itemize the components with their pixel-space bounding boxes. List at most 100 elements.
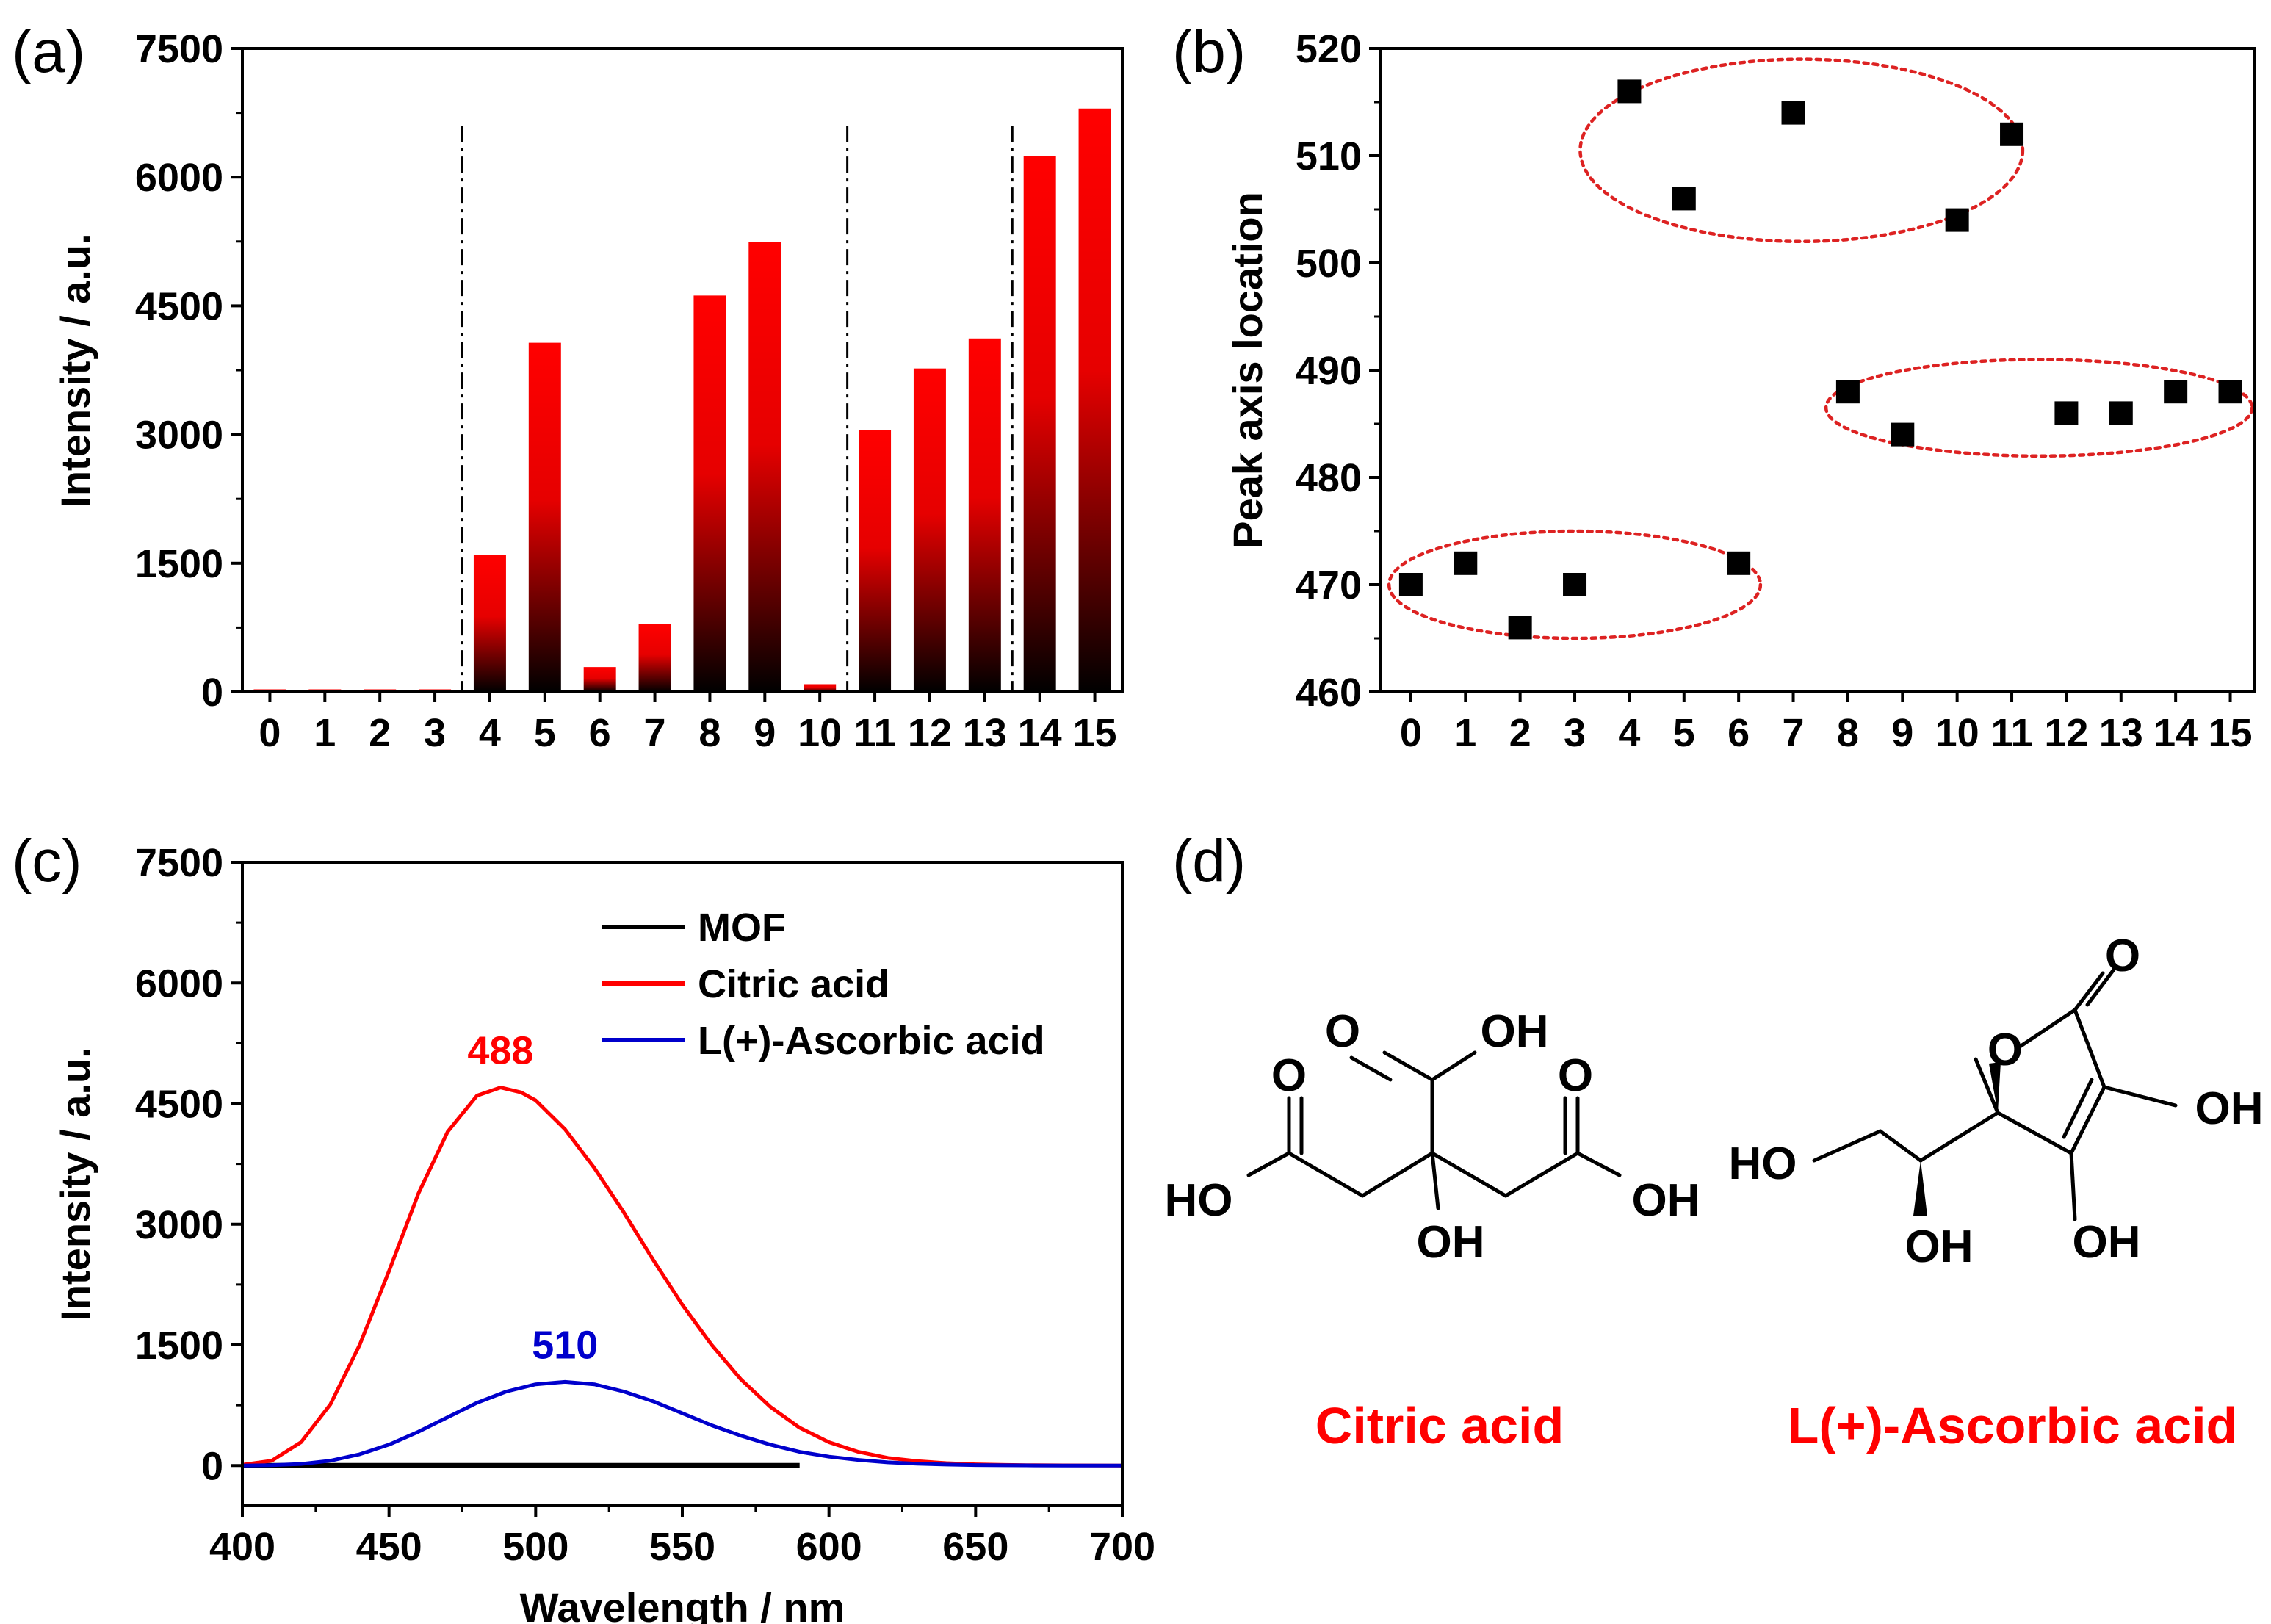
x-tick-label: 2 xyxy=(1509,711,1531,755)
y-tick-label: 7500 xyxy=(135,27,223,71)
y-tick-label: 520 xyxy=(1296,27,1362,71)
x-tick-label: 9 xyxy=(1891,711,1913,755)
bar xyxy=(913,368,946,692)
x-tick-label: 14 xyxy=(2153,711,2198,755)
x-tick-label: 500 xyxy=(502,1525,568,1569)
citric-atom-o-top: O xyxy=(1325,1006,1360,1057)
data-point xyxy=(2164,380,2188,404)
y-tick-label: 6000 xyxy=(135,961,223,1006)
x-tick-label: 7 xyxy=(1783,711,1805,755)
legend-label: L(+)-Ascorbic acid xyxy=(698,1019,1045,1063)
bar xyxy=(583,667,616,692)
x-tick-label: 15 xyxy=(2208,711,2252,755)
y-axis-label: Intensity / a.u. xyxy=(52,233,98,507)
ascorbic-atom-oh-right: OH xyxy=(2195,1083,2264,1134)
panel-label-b: (b) xyxy=(1172,18,1246,85)
series-line xyxy=(242,1379,1122,1468)
y-tick-label: 4500 xyxy=(135,1083,223,1127)
data-point xyxy=(1672,187,1696,211)
x-tick-label: 3 xyxy=(1564,711,1586,755)
y-tick-label: 470 xyxy=(1296,563,1362,607)
data-point xyxy=(1454,551,1478,575)
y-tick-label: 7500 xyxy=(135,841,223,885)
y-tick-label: 480 xyxy=(1296,456,1362,500)
y-axis-label: Peak axis location xyxy=(1224,192,1271,549)
bar xyxy=(528,342,561,692)
x-tick-label: 8 xyxy=(698,711,721,755)
caption-citric-acid: Citric acid xyxy=(1315,1397,1564,1454)
data-point xyxy=(2218,380,2242,404)
data-point xyxy=(2109,401,2133,425)
x-tick-label: 450 xyxy=(356,1525,422,1569)
data-point xyxy=(1617,79,1642,104)
bar xyxy=(804,684,837,692)
data-point xyxy=(1398,573,1423,596)
y-tick-label: 460 xyxy=(1296,671,1362,715)
x-tick-label: 700 xyxy=(1089,1525,1155,1569)
citric-atom-o-left: O xyxy=(1271,1050,1307,1101)
data-point xyxy=(1781,101,1805,125)
plot-frame xyxy=(241,861,1124,1507)
x-tick-label: 11 xyxy=(1990,711,2032,755)
x-tick-label: 3 xyxy=(424,711,446,755)
data-point xyxy=(1508,616,1532,640)
x-tick-label: 10 xyxy=(1935,711,1979,755)
bar xyxy=(748,242,781,692)
ascorbic-atom-ho-left: HO xyxy=(1729,1138,1797,1189)
plot-frame xyxy=(1379,47,2256,693)
ascorbic-atom-oh-bottom-right: OH xyxy=(2073,1217,2141,1268)
y-tick-label: 1500 xyxy=(135,542,223,586)
caption-ascorbic-acid: L(+)-Ascorbic acid xyxy=(1788,1397,2238,1454)
citric-atom-o-right: O xyxy=(1558,1050,1593,1101)
x-tick-label: 600 xyxy=(796,1525,862,1569)
bar xyxy=(693,295,726,692)
cluster-ellipse xyxy=(1387,529,1763,640)
x-tick-label: 2 xyxy=(369,711,391,755)
x-tick-label: 14 xyxy=(1018,711,1062,755)
citric-acid-structure xyxy=(1246,1050,1622,1210)
x-tick-label: 6 xyxy=(1727,711,1750,755)
ascorbic-acid-structure xyxy=(1812,967,2178,1221)
ascorbic-wedge-bottom xyxy=(1913,1161,1927,1216)
x-tick-label: 13 xyxy=(2099,711,2143,755)
y-tick-label: 500 xyxy=(1296,242,1362,286)
x-tick-label: 5 xyxy=(534,711,556,755)
citric-atom-oh-center: OH xyxy=(1417,1217,1485,1268)
x-axis-label: Wavelength / nm xyxy=(520,1584,845,1624)
line-chart-c: 488 510 0 1500 3000 4500 6000 7500 400 450 500 550 6… xyxy=(52,841,1155,1624)
y-axis-label: Intensity / a.u. xyxy=(52,1047,98,1321)
bar xyxy=(1023,156,1056,692)
panel-label-d: (d) xyxy=(1172,828,1246,895)
data-point xyxy=(1563,573,1587,596)
x-tick-label: 4 xyxy=(1618,711,1640,755)
citric-atom-oh-right: OH xyxy=(1632,1175,1700,1226)
x-tick-label: 9 xyxy=(754,711,776,755)
x-tick-label: 10 xyxy=(798,711,842,755)
y-tick-label: 0 xyxy=(201,1444,223,1488)
x-tick-label: 4 xyxy=(479,711,501,755)
y-tick-label: 0 xyxy=(201,671,223,715)
x-tick-label: 400 xyxy=(209,1525,275,1569)
ascorbic-atom-o-ring: O xyxy=(1987,1025,2023,1075)
data-point xyxy=(1945,208,1969,232)
bar xyxy=(1078,108,1111,692)
bar xyxy=(473,555,506,692)
panel-label-a: (a) xyxy=(12,18,85,85)
y-tick-label: 4500 xyxy=(135,284,223,328)
peak-label: 510 xyxy=(532,1323,598,1367)
x-tick-label: 12 xyxy=(908,711,952,755)
y-tick-label: 3000 xyxy=(135,1203,223,1247)
y-tick-label: 510 xyxy=(1296,134,1362,178)
x-tick-label: 8 xyxy=(1837,711,1859,755)
y-tick-label: 1500 xyxy=(135,1324,223,1368)
x-tick-label: 7 xyxy=(644,711,666,755)
bar xyxy=(968,338,1001,692)
bar xyxy=(859,430,892,692)
ascorbic-wedge-top xyxy=(1989,1062,2001,1113)
cluster-ellipse xyxy=(1578,57,2025,244)
citric-atom-oh-top: OH xyxy=(1481,1006,1549,1057)
x-tick-label: 1 xyxy=(314,711,336,755)
x-tick-label: 12 xyxy=(2044,711,2088,755)
